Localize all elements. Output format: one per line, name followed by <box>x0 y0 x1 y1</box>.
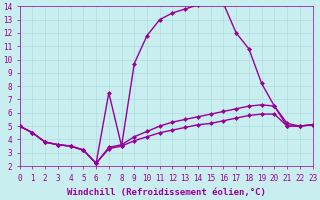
X-axis label: Windchill (Refroidissement éolien,°C): Windchill (Refroidissement éolien,°C) <box>67 188 266 197</box>
